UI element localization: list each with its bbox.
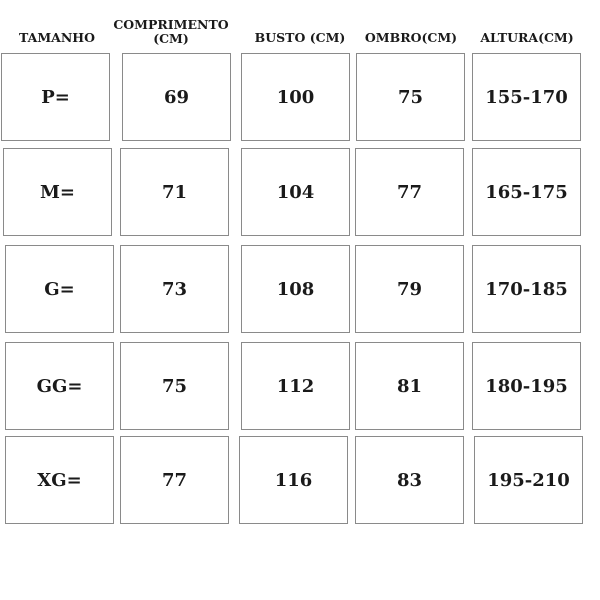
table-cell: 116 xyxy=(239,436,348,524)
table-cell: 83 xyxy=(355,436,464,524)
table-cell: 195-210 xyxy=(474,436,583,524)
cell-height: 180-195 xyxy=(485,375,568,397)
header-bust: BUSTO (CM) xyxy=(254,30,346,45)
header-length: COMPRIMENTO (CM) xyxy=(113,17,229,46)
table-cell: 71 xyxy=(120,148,229,236)
cell-size: P= xyxy=(41,86,70,108)
cell-size: XG= xyxy=(37,469,82,491)
table-cell: 77 xyxy=(355,148,464,236)
table-cell: 75 xyxy=(356,53,465,141)
cell-bust: 104 xyxy=(276,181,315,203)
cell-shoulder: 83 xyxy=(396,469,423,491)
cell-height: 170-185 xyxy=(485,278,568,300)
cell-height: 195-210 xyxy=(487,469,570,491)
cell-size: M= xyxy=(39,181,75,203)
header-height: ALTURA(CM) xyxy=(480,30,574,45)
table-cell: 81 xyxy=(355,342,464,430)
cell-length: 77 xyxy=(161,469,188,491)
cell-length: 69 xyxy=(163,86,190,108)
cell-bust: 112 xyxy=(276,375,315,397)
cell-bust: 108 xyxy=(276,278,315,300)
cell-bust: 116 xyxy=(274,469,313,491)
cell-height: 155-170 xyxy=(485,86,568,108)
table-cell: 112 xyxy=(241,342,350,430)
table-cell: XG= xyxy=(5,436,114,524)
table-cell: G= xyxy=(5,245,114,333)
cell-size: G= xyxy=(44,278,75,300)
table-cell: 165-175 xyxy=(472,148,581,236)
cell-height: 165-175 xyxy=(485,181,568,203)
table-cell: 104 xyxy=(241,148,350,236)
table-cell: 180-195 xyxy=(472,342,581,430)
table-cell: 77 xyxy=(120,436,229,524)
cell-length: 75 xyxy=(161,375,188,397)
cell-shoulder: 81 xyxy=(396,375,423,397)
header-size: TAMANHO xyxy=(19,30,95,45)
table-cell: P= xyxy=(1,53,110,141)
table-cell: 108 xyxy=(241,245,350,333)
table-cell: 79 xyxy=(355,245,464,333)
table-cell: GG= xyxy=(5,342,114,430)
table-cell: 73 xyxy=(120,245,229,333)
cell-length: 71 xyxy=(161,181,188,203)
table-cell: 69 xyxy=(122,53,231,141)
header-shoulder: OMBRO(CM) xyxy=(364,30,458,45)
table-cell: M= xyxy=(3,148,112,236)
cell-size: GG= xyxy=(36,375,83,397)
cell-length: 73 xyxy=(161,278,188,300)
table-cell: 75 xyxy=(120,342,229,430)
cell-shoulder: 75 xyxy=(397,86,424,108)
table-cell: 155-170 xyxy=(472,53,581,141)
cell-bust: 100 xyxy=(276,86,315,108)
table-cell: 100 xyxy=(241,53,350,141)
cell-shoulder: 79 xyxy=(396,278,423,300)
cell-shoulder: 77 xyxy=(396,181,423,203)
table-cell: 170-185 xyxy=(472,245,581,333)
